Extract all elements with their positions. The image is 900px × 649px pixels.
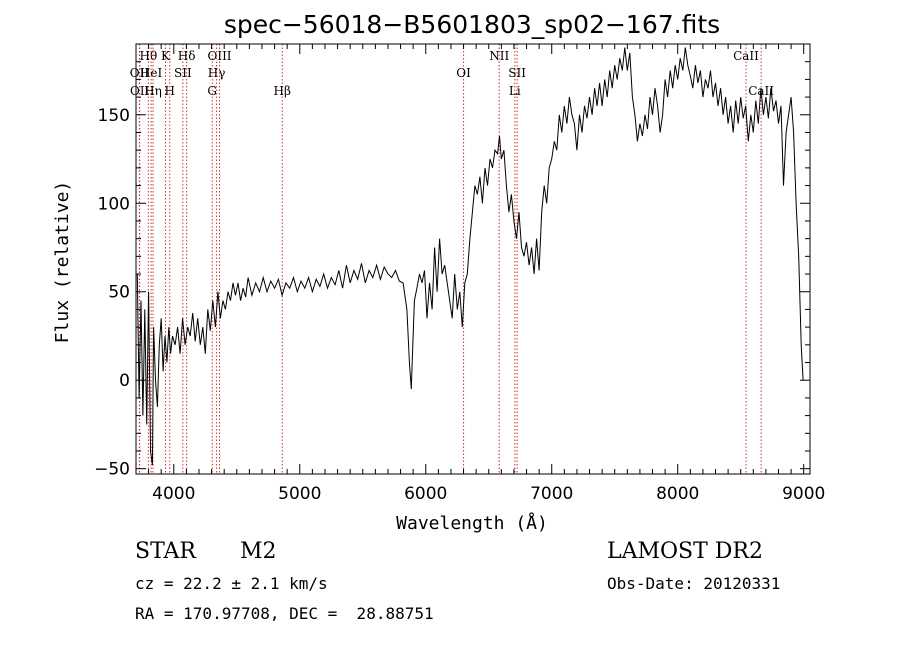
line-label: NII [489,49,509,63]
y-tick-label: −50 [94,460,130,480]
line-label: K [161,49,171,63]
y-tick-label: 150 [98,106,130,126]
y-tick-label: 100 [98,194,130,214]
x-axis-label: Wavelength (Å) [396,512,548,534]
survey-name: LAMOST DR2 [607,539,763,564]
axis-ticks: 4000 5000 6000 7000 8000 9000 −50 0 50 100 150 [94,44,825,504]
line-label: Hη [144,84,162,98]
x-tick-label: 6000 [404,484,447,504]
x-tick-label: 5000 [278,484,321,504]
line-label: Li [509,84,521,98]
line-label: G [207,84,217,98]
line-label: Hβ [274,84,291,98]
spectrum-series [136,47,804,466]
ra-dec-coordinates: RA = 170.97708, DEC = 28.88751 [135,604,434,623]
line-label: SII [508,66,526,80]
x-tick-label: 4000 [152,484,195,504]
y-axis-label: Flux (relative) [52,181,73,344]
line-label: SII [174,66,192,80]
object-subclass: M2 [240,539,277,564]
redshift-cz: cz = 22.2 ± 2.1 km/s [135,574,328,593]
plot-frame [135,43,811,475]
line-label: OI [456,66,471,80]
y-tick-label: 50 [108,283,130,303]
line-label: Hδ [178,49,196,63]
observation-date: Obs-Date: 20120331 [607,574,781,593]
y-tick-label: 0 [119,371,130,391]
line-label: HeI [140,66,163,80]
x-tick-label: 9000 [782,484,825,504]
x-tick-label: 8000 [656,484,699,504]
line-label: OIII [207,49,231,63]
line-label: H [165,84,175,98]
spectrum-line-0 [136,47,804,466]
line-label: Hθ [139,49,157,63]
line-label: CaII [733,49,759,63]
line-label: OII [130,84,150,98]
x-tick-label: 7000 [530,484,573,504]
line-label: Hγ [208,66,226,80]
object-class: STAR [135,539,196,564]
chart-title: spec−56018−B5601803_sp02−167.fits [224,10,720,39]
